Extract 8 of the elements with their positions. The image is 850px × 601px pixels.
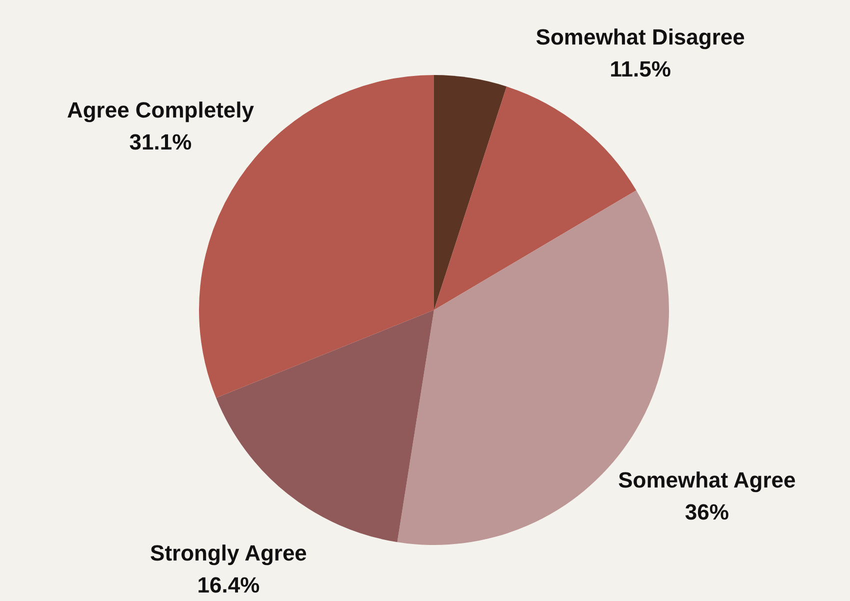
slice-label: Somewhat Agree — [618, 468, 796, 493]
data-label: 11.5% — [610, 56, 671, 82]
slice-label: Strongly Agree — [150, 540, 307, 566]
data-label: 36% — [684, 500, 729, 525]
data-label: 16.4% — [197, 572, 260, 598]
slice-label: Agree Completely — [66, 97, 255, 122]
slice-label: Somewhat Disagree — [536, 24, 745, 50]
data-label: 31.1% — [129, 129, 192, 154]
